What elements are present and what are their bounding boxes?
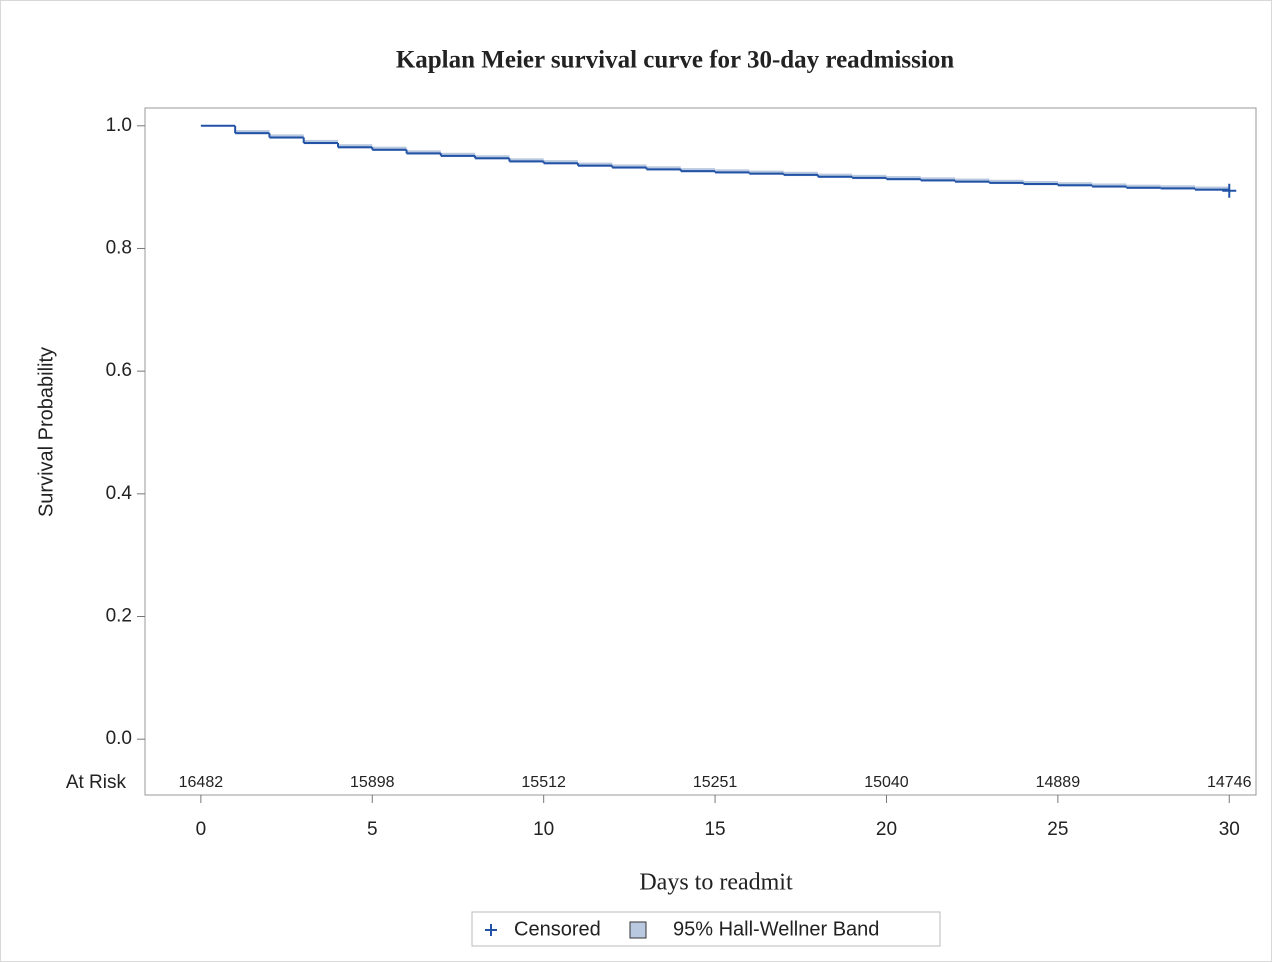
x-tick-label: 10 — [533, 819, 554, 840]
plot-frame — [144, 107, 1257, 796]
y-axis-label: Survival Probability — [35, 347, 57, 517]
legend-band-symbol — [629, 921, 647, 939]
at-risk-value: 15898 — [350, 774, 395, 791]
legend-label: Censored — [514, 918, 601, 940]
x-tick-label: 15 — [704, 819, 725, 840]
y-tick-label: 0.4 — [106, 483, 133, 504]
legend-label: 95% Hall-Wellner Band — [673, 918, 879, 940]
at-risk-value: 14746 — [1207, 774, 1252, 791]
x-tick-label: 25 — [1047, 819, 1068, 840]
at-risk-value: 16482 — [179, 774, 224, 791]
x-axis-label: Days to readmit — [639, 870, 793, 896]
legend — [471, 911, 941, 947]
legend-censor-symbol — [485, 924, 497, 936]
y-tick-label: 0.0 — [106, 728, 132, 749]
y-tick-label: 0.2 — [106, 606, 132, 627]
x-tick-label: 20 — [876, 819, 897, 840]
censor-mark — [1222, 183, 1237, 198]
at-risk-label: At Risk — [66, 772, 127, 793]
x-tick-label: 0 — [196, 819, 207, 840]
at-risk-value: 15040 — [864, 774, 909, 791]
y-tick-label: 0.8 — [106, 237, 132, 258]
at-risk-value: 15512 — [521, 774, 566, 791]
x-tick-label: 30 — [1219, 819, 1240, 840]
y-tick-label: 1.0 — [106, 115, 132, 136]
at-risk-value: 15251 — [693, 774, 738, 791]
y-tick-label: 0.6 — [106, 360, 132, 381]
at-risk-value: 14889 — [1036, 774, 1081, 791]
x-tick-label: 5 — [367, 819, 378, 840]
chart-title: Kaplan Meier survival curve for 30-day r… — [396, 47, 954, 74]
